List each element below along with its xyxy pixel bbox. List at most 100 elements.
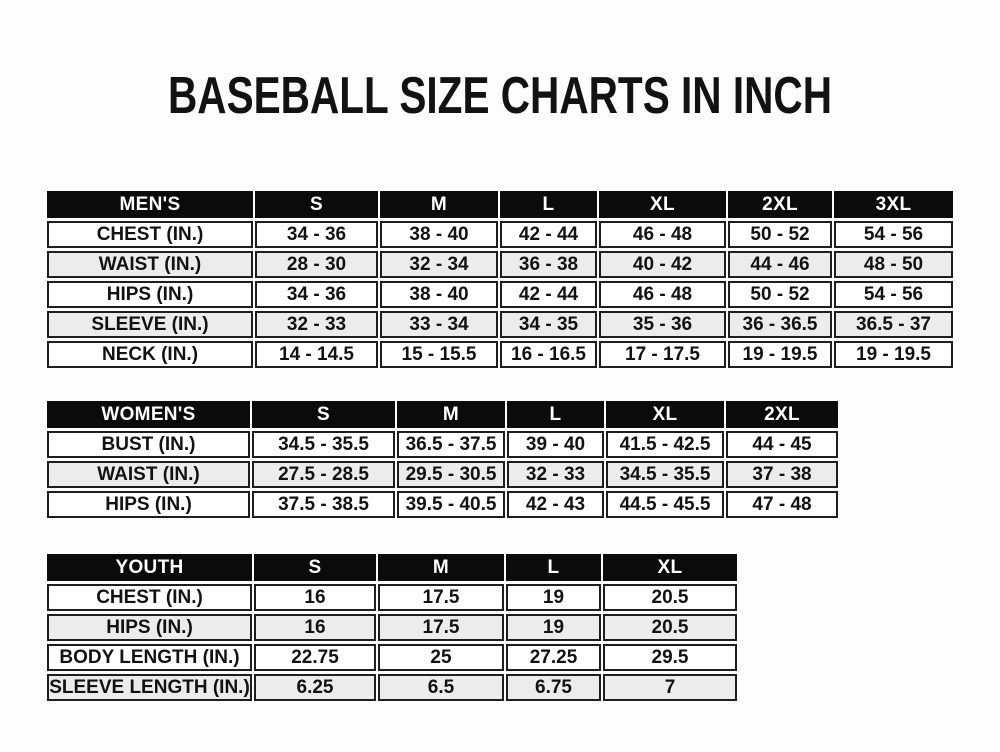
youth-size-header-s: S: [254, 554, 376, 581]
womens-size-header-xl: XL: [606, 401, 724, 428]
youth-size-header-m: M: [378, 554, 504, 581]
size-value: 32 - 33: [507, 461, 604, 488]
womens-size-header-s: S: [252, 401, 395, 428]
mens-table-row: HIPS (IN.) 34 - 36 38 - 40 42 - 44 46 - 48 50…: [47, 281, 953, 308]
size-value: 28 - 30: [255, 251, 378, 278]
measurement-label: SLEEVE LENGTH (IN.): [47, 674, 252, 701]
youth-category-header: YOUTH: [47, 554, 252, 581]
size-value: 36.5 - 37: [834, 311, 953, 338]
size-value: 14 - 14.5: [255, 341, 378, 368]
measurement-label: BODY LENGTH (IN.): [47, 644, 252, 671]
size-value: 36 - 36.5: [728, 311, 832, 338]
size-value: 37 - 38: [726, 461, 838, 488]
measurement-label: HIPS (IN.): [47, 614, 252, 641]
size-value: 17.5: [378, 584, 504, 611]
measurement-label: HIPS (IN.): [47, 281, 253, 308]
womens-size-table: WOMEN'S S M L XL 2XL BUST (IN.) 34.5 - 35.5 36.5…: [45, 398, 840, 521]
size-value: 40 - 42: [599, 251, 726, 278]
measurement-label: NECK (IN.): [47, 341, 253, 368]
size-value: 33 - 34: [380, 311, 498, 338]
size-value: 25: [378, 644, 504, 671]
size-value: 50 - 52: [728, 221, 832, 248]
youth-table-row: HIPS (IN.) 16 17.5 19 20.5: [47, 614, 737, 641]
youth-table-row: BODY LENGTH (IN.) 22.75 25 27.25 29.5: [47, 644, 737, 671]
mens-size-header-l: L: [500, 191, 597, 218]
size-value: 46 - 48: [599, 281, 726, 308]
size-value: 19 - 19.5: [728, 341, 832, 368]
size-value: 16 - 16.5: [500, 341, 597, 368]
size-value: 22.75: [254, 644, 376, 671]
size-value: 27.25: [506, 644, 601, 671]
size-value: 38 - 40: [380, 221, 498, 248]
size-value: 50 - 52: [728, 281, 832, 308]
size-value: 15 - 15.5: [380, 341, 498, 368]
youth-table-row: CHEST (IN.) 16 17.5 19 20.5: [47, 584, 737, 611]
mens-table-row: SLEEVE (IN.) 32 - 33 33 - 34 34 - 35 35 - 36…: [47, 311, 953, 338]
size-value: 46 - 48: [599, 221, 726, 248]
size-value: 17.5: [378, 614, 504, 641]
size-value: 54 - 56: [834, 281, 953, 308]
womens-table-row: HIPS (IN.) 37.5 - 38.5 39.5 - 40.5 42 - 43 4…: [47, 491, 838, 518]
mens-header-row: MEN'S S M L XL 2XL 3XL: [47, 191, 953, 218]
measurement-label: HIPS (IN.): [47, 491, 250, 518]
size-value: 44 - 46: [728, 251, 832, 278]
size-value: 34 - 36: [255, 281, 378, 308]
size-value: 36.5 - 37.5: [397, 431, 505, 458]
size-value: 36 - 38: [500, 251, 597, 278]
womens-category-header: WOMEN'S: [47, 401, 250, 428]
womens-size-header-l: L: [507, 401, 604, 428]
page-title: BASEBALL SIZE CHARTS IN INCH: [167, 67, 832, 125]
size-value: 32 - 34: [380, 251, 498, 278]
size-value: 16: [254, 614, 376, 641]
size-value: 17 - 17.5: [599, 341, 726, 368]
measurement-label: WAIST (IN.): [47, 251, 253, 278]
size-value: 20.5: [603, 614, 737, 641]
mens-table-row: CHEST (IN.) 34 - 36 38 - 40 42 - 44 46 - 48 5…: [47, 221, 953, 248]
size-value: 42 - 44: [500, 281, 597, 308]
measurement-label: CHEST (IN.): [47, 221, 253, 248]
size-value: 29.5: [603, 644, 737, 671]
size-value: 34.5 - 35.5: [252, 431, 395, 458]
youth-size-header-xl: XL: [603, 554, 737, 581]
size-value: 34 - 35: [500, 311, 597, 338]
mens-size-header-s: S: [255, 191, 378, 218]
size-value: 38 - 40: [380, 281, 498, 308]
measurement-label: WAIST (IN.): [47, 461, 250, 488]
size-value: 6.75: [506, 674, 601, 701]
mens-size-header-2xl: 2XL: [728, 191, 832, 218]
womens-size-header-m: M: [397, 401, 505, 428]
size-value: 41.5 - 42.5: [606, 431, 724, 458]
size-value: 39 - 40: [507, 431, 604, 458]
youth-header-row: YOUTH S M L XL: [47, 554, 737, 581]
size-value: 44 - 45: [726, 431, 838, 458]
mens-category-header: MEN'S: [47, 191, 253, 218]
mens-table-row: WAIST (IN.) 28 - 30 32 - 34 36 - 38 40 - 42 4…: [47, 251, 953, 278]
mens-table-row: NECK (IN.) 14 - 14.5 15 - 15.5 16 - 16.5 17 …: [47, 341, 953, 368]
size-value: 37.5 - 38.5: [252, 491, 395, 518]
size-value: 34 - 36: [255, 221, 378, 248]
size-value: 19: [506, 614, 601, 641]
size-value: 44.5 - 45.5: [606, 491, 724, 518]
size-value: 6.5: [378, 674, 504, 701]
measurement-label: BUST (IN.): [47, 431, 250, 458]
youth-size-header-l: L: [506, 554, 601, 581]
youth-table-row: SLEEVE LENGTH (IN.) 6.25 6.5 6.75 7: [47, 674, 737, 701]
size-value: 29.5 - 30.5: [397, 461, 505, 488]
size-value: 35 - 36: [599, 311, 726, 338]
mens-size-header-m: M: [380, 191, 498, 218]
size-value: 19: [506, 584, 601, 611]
mens-size-table: MEN'S S M L XL 2XL 3XL CHEST (IN.) 34 - 36 38 - 4…: [45, 188, 955, 371]
mens-size-header-3xl: 3XL: [834, 191, 953, 218]
youth-size-table: YOUTH S M L XL CHEST (IN.) 16 17.5 19 20.5 HIPS (I…: [45, 551, 739, 704]
size-value: 48 - 50: [834, 251, 953, 278]
measurement-label: SLEEVE (IN.): [47, 311, 253, 338]
size-value: 6.25: [254, 674, 376, 701]
size-value: 54 - 56: [834, 221, 953, 248]
size-value: 47 - 48: [726, 491, 838, 518]
mens-size-header-xl: XL: [599, 191, 726, 218]
womens-size-header-2xl: 2XL: [726, 401, 838, 428]
size-value: 39.5 - 40.5: [397, 491, 505, 518]
size-value: 19 - 19.5: [834, 341, 953, 368]
size-value: 32 - 33: [255, 311, 378, 338]
